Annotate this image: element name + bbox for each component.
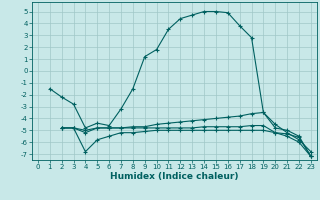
X-axis label: Humidex (Indice chaleur): Humidex (Indice chaleur) <box>110 172 239 181</box>
